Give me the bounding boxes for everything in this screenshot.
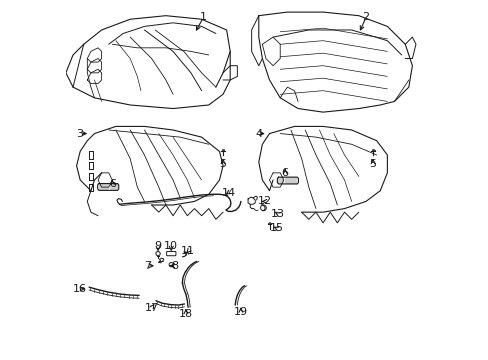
Text: 3: 3 (77, 129, 83, 139)
Text: 12: 12 (257, 197, 271, 206)
Text: 1: 1 (200, 13, 206, 22)
Text: 6: 6 (281, 168, 288, 178)
Text: 8: 8 (171, 261, 178, 271)
Text: 2: 2 (362, 13, 369, 22)
Text: 7: 7 (144, 261, 151, 271)
Text: 18: 18 (179, 309, 193, 319)
Text: 9: 9 (154, 241, 162, 251)
Text: 17: 17 (144, 303, 159, 313)
Text: 4: 4 (255, 129, 262, 139)
Text: 6: 6 (109, 179, 116, 189)
Text: 14: 14 (221, 188, 235, 198)
Text: 5: 5 (369, 159, 376, 169)
Text: 19: 19 (233, 307, 247, 317)
Text: 15: 15 (269, 223, 283, 233)
Text: 16: 16 (72, 284, 86, 294)
Text: 5: 5 (219, 159, 226, 169)
Text: 13: 13 (270, 209, 285, 219)
Text: 11: 11 (181, 247, 195, 256)
Text: 10: 10 (164, 241, 178, 251)
